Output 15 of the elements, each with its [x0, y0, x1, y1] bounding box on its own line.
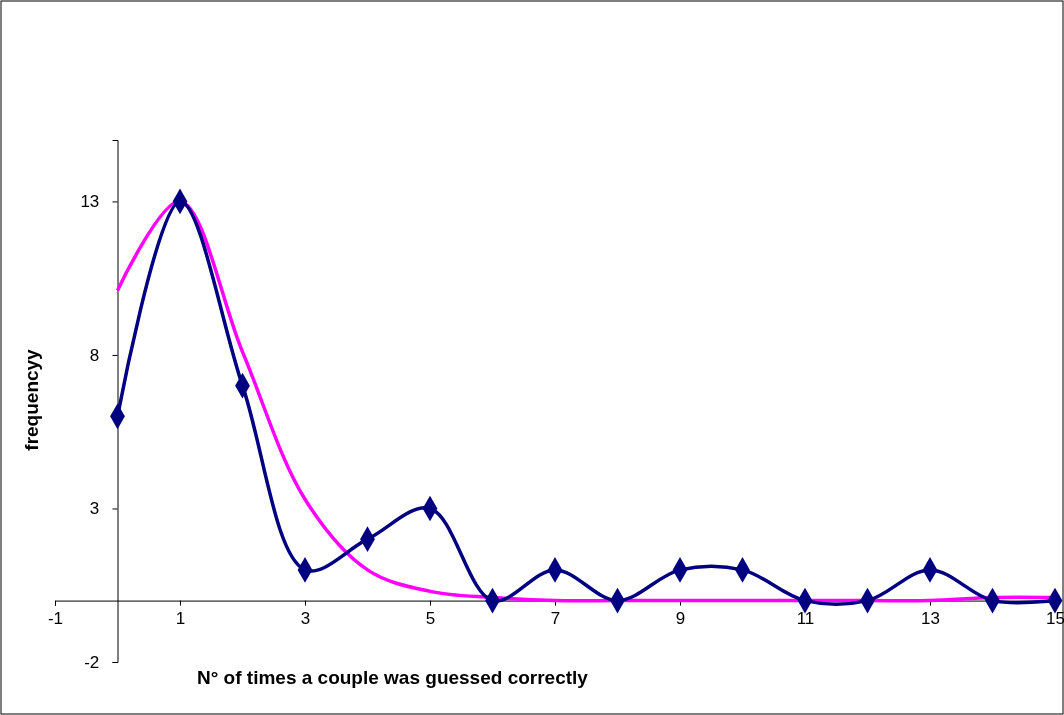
y-tick-label: 3: [89, 499, 100, 519]
x-tick-label: 3: [300, 608, 311, 628]
x-tick-label: 7: [550, 608, 561, 628]
x-tick-label: 15: [1046, 608, 1064, 628]
x-tick-label: 5: [425, 608, 436, 628]
y-tick-label: 8: [89, 345, 100, 365]
x-tick-label: -1: [47, 608, 64, 628]
y-tick-label: 13: [80, 192, 100, 212]
y-tick-label: -2: [84, 652, 100, 672]
x-tick-label: 9: [675, 608, 686, 628]
x-axis-title: N° of times a couple was guessed correctly: [197, 667, 589, 688]
y-axis-title: frequencyy: [21, 348, 42, 451]
x-tick-label: 13: [921, 608, 940, 628]
x-tick-label: 11: [796, 608, 815, 628]
x-tick-label: 1: [175, 608, 186, 628]
